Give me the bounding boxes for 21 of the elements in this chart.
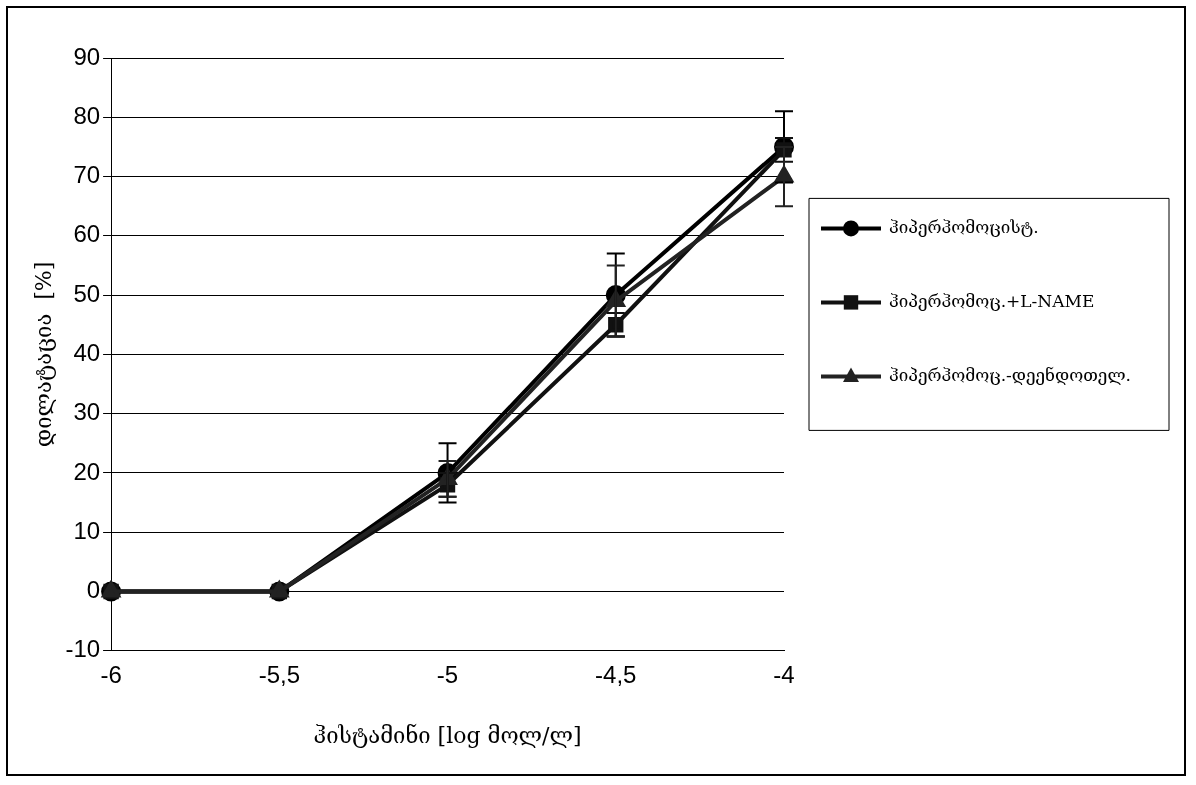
x-tick-label: -4 — [773, 660, 795, 688]
y-tick-label: 10 — [73, 516, 101, 544]
y-tick-label: 50 — [73, 279, 101, 307]
y-tick-label: 70 — [73, 161, 101, 189]
x-tick-label: -5 — [436, 660, 459, 688]
y-tick-label: 80 — [73, 101, 101, 129]
y-tick-label: 40 — [73, 339, 101, 367]
y-tick-label: 30 — [73, 398, 101, 426]
y-tick-label: -10 — [65, 635, 101, 663]
y-tick-label: 60 — [73, 220, 101, 248]
legend-label: ჰიპერჰომოც.+L-NAME — [889, 290, 1095, 311]
x-tick-label: -6 — [100, 660, 122, 688]
x-tick-label: -4,5 — [595, 660, 637, 688]
legend-label: ჰიპერჰომოც.-დეენდოთელ. — [889, 364, 1131, 385]
x-tick-label: -5,5 — [258, 660, 300, 688]
y-axis-title: დილატაცია [%] — [30, 261, 56, 448]
legend-label: ჰიპერჰომოცისტ. — [889, 216, 1039, 237]
x-axis-title: ჰისტამინი [log მოლ/ლ] — [313, 722, 582, 748]
y-tick-label: 90 — [73, 42, 101, 70]
y-tick-label: 20 — [73, 457, 101, 485]
y-tick-label: 0 — [86, 576, 101, 604]
